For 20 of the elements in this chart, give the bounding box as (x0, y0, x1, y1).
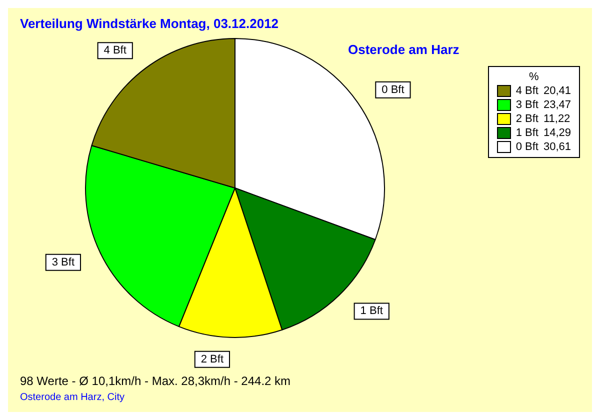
legend-label: 1 Bft (516, 127, 538, 139)
slice-label: 0 Bft (382, 84, 404, 96)
slice-label: 2 Bft (200, 353, 224, 366)
data-label: 14,29 (543, 127, 571, 139)
slice-label: 3 Bft (52, 256, 74, 268)
text: 98 Werte - Ø 10,1km/h - Max. 28,3km/h - 244.2 km (19, 374, 292, 388)
data-label: 11,22 (543, 113, 570, 125)
legend-label: 2 Bft (516, 113, 538, 125)
legend-label: 4 Bft (516, 85, 538, 97)
data-label: 23,47 (543, 99, 571, 111)
slice-label: 1 Bft (360, 305, 383, 318)
chart-subtitle: Osterode am Harz (348, 42, 460, 57)
legend-label: 0 Bft (516, 141, 538, 153)
legend-label: 3 Bft (516, 99, 538, 111)
text: Osterode am Harz, City (19, 392, 126, 403)
legend-title: % (528, 71, 540, 83)
data-label: 20,41 (543, 85, 571, 97)
chart-title: Verteilung Windstärke Montag, 03.12.2012 (20, 16, 279, 31)
slice-label: 4 Bft (104, 44, 126, 57)
data-label: 30,61 (543, 141, 571, 153)
